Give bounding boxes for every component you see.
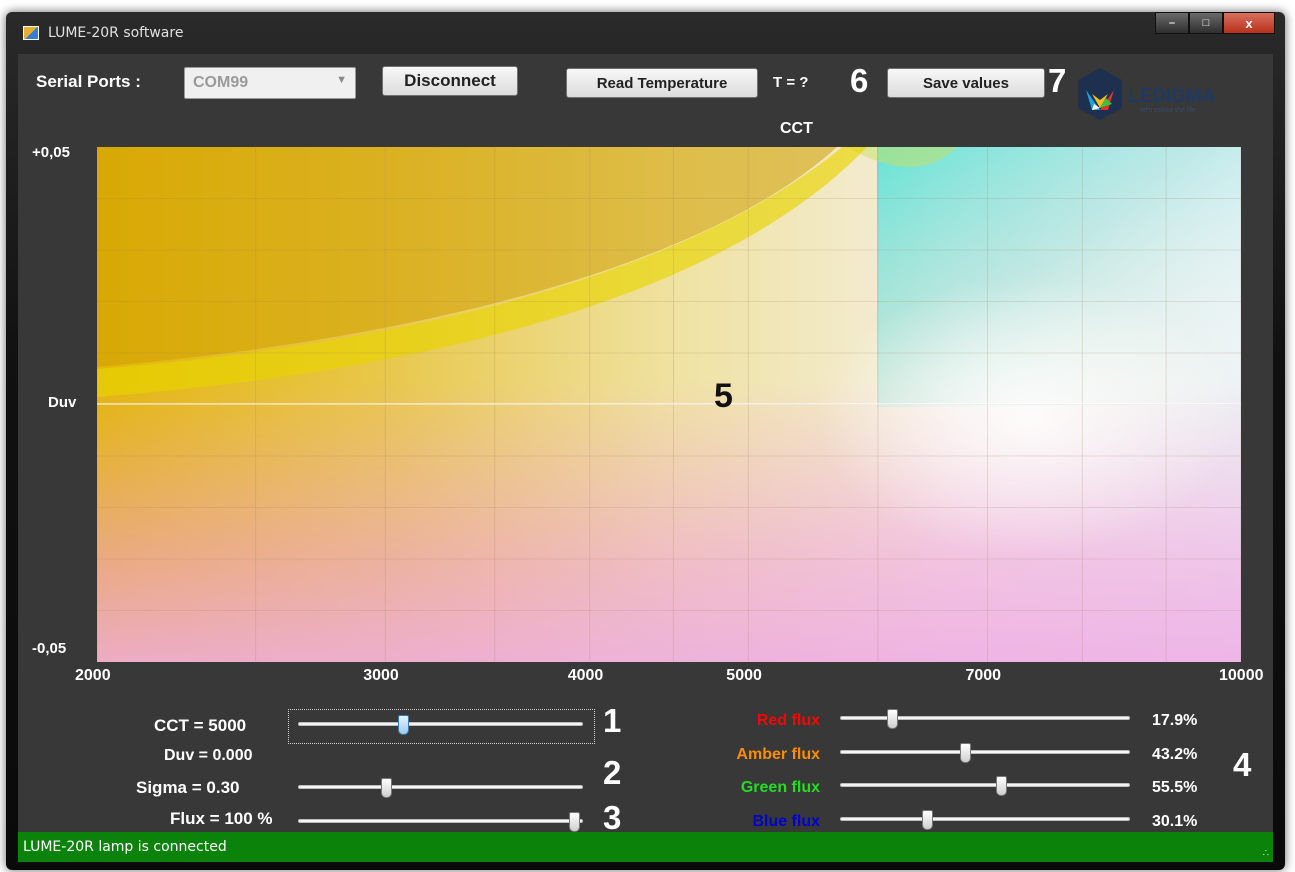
x-tick-label: 3000 [363, 667, 399, 684]
sigma-slider-thumb[interactable] [381, 778, 393, 798]
marker-4: 4 [1233, 746, 1252, 783]
disconnect-button[interactable]: Disconnect [382, 66, 518, 96]
channel-slider-track[interactable] [840, 817, 1130, 821]
status-text: LUME-20R lamp is connected [23, 839, 227, 855]
cct-slider-track[interactable] [298, 722, 583, 726]
channel-label-2: Green flux [740, 779, 820, 796]
logo-mark-icon: LEDIGMA let's colour the life [1078, 68, 1216, 120]
chevron-down-icon: ▼ [336, 74, 347, 86]
flux-slider-track[interactable] [298, 819, 583, 823]
minimize-icon: ⎯ [1169, 16, 1175, 29]
cct-slider[interactable] [298, 715, 583, 735]
channel-label-1: Amber flux [736, 746, 820, 763]
channel-label-0: Red flux [756, 712, 820, 729]
channel-slider-thumb[interactable] [960, 743, 972, 763]
temperature-readout: T = ? [773, 74, 809, 91]
maximize-button[interactable]: □ [1189, 12, 1223, 34]
main-panel: Serial Ports : COM99 ▼ Disconnect Read T… [18, 54, 1273, 862]
channel-value-0: 17.9% [1152, 712, 1198, 729]
maximize-icon: □ [1202, 17, 1210, 29]
focus-rectangle [288, 709, 595, 744]
channel-slider-thumb[interactable] [922, 810, 934, 830]
x-tick-label: 10000 [1219, 667, 1264, 684]
flux-slider-thumb[interactable] [569, 812, 581, 832]
channel-slider-thumb[interactable] [995, 776, 1007, 796]
duv-label: Duv = 0.000 [164, 747, 253, 764]
sigma-label: Sigma = 0.30 [136, 778, 240, 797]
serial-port-combo[interactable]: COM99 ▼ [184, 67, 356, 99]
svg-text:let's colour the life: let's colour the life [1140, 107, 1196, 114]
channel-slider-track[interactable] [840, 750, 1130, 754]
marker-3: 3 [603, 799, 622, 836]
serial-ports-label: Serial Ports : [36, 72, 141, 91]
channel-slider-3[interactable] [840, 810, 1130, 830]
close-button[interactable]: x [1223, 12, 1275, 34]
minimize-button[interactable]: ⎯ [1155, 12, 1189, 34]
channel-value-2: 55.5% [1152, 779, 1198, 796]
x-tick-label: 2000 [75, 667, 111, 684]
app-icon [23, 26, 39, 40]
sigma-slider[interactable] [298, 778, 583, 798]
x-tick-label: 5000 [726, 667, 762, 684]
channel-value-1: 43.2% [1152, 746, 1198, 763]
channel-slider-0[interactable] [840, 709, 1130, 729]
marker-6: 6 [850, 62, 869, 99]
channel-value-3: 30.1% [1152, 813, 1198, 830]
channel-slider-1[interactable] [840, 743, 1130, 763]
resize-grip-icon[interactable]: ∴ [1262, 848, 1269, 859]
y-axis-label: Duv [48, 394, 77, 411]
flux-slider[interactable] [298, 812, 583, 832]
marker-1: 1 [603, 702, 622, 739]
marker-5: 5 [714, 377, 733, 415]
title-bar[interactable]: LUME-20R software ⎯ □ x [6, 12, 1285, 54]
channel-slider-2[interactable] [840, 776, 1130, 796]
cct-slider-thumb[interactable] [398, 715, 410, 735]
serial-port-value: COM99 [193, 74, 249, 91]
svg-text:LEDIGMA: LEDIGMA [1128, 86, 1216, 107]
x-tick-label: 7000 [965, 667, 1002, 684]
status-bar: LUME-20R lamp is connected ∴ [18, 832, 1273, 862]
channel-label-3: Blue flux [752, 813, 820, 830]
cct-label: CCT = 5000 [154, 716, 247, 735]
y-tick-bottom: -0,05 [32, 640, 67, 657]
marker-7: 7 [1048, 62, 1067, 99]
app-window: LUME-20R software ⎯ □ x Serial Ports : C… [6, 12, 1285, 870]
marker-2: 2 [603, 754, 622, 791]
save-values-button[interactable]: Save values [887, 68, 1045, 98]
y-tick-top: +0,05 [32, 144, 70, 161]
plot-canvas[interactable] [97, 147, 1241, 662]
read-temperature-button[interactable]: Read Temperature [566, 68, 758, 98]
ledigma-logo: LEDIGMA let's colour the life [1070, 64, 1250, 128]
channel-slider-track[interactable] [840, 783, 1130, 787]
channel-slider-thumb[interactable] [886, 709, 898, 729]
cct-duv-plot[interactable]: 5 [97, 147, 1241, 662]
channel-slider-track[interactable] [840, 716, 1130, 720]
x-tick-label: 4000 [567, 667, 604, 684]
caption-buttons: ⎯ □ x [1155, 12, 1275, 34]
flux-label: Flux = 100 % [170, 809, 273, 828]
x-axis-label: CCT [780, 120, 813, 137]
close-icon: x [1245, 15, 1253, 31]
sigma-slider-track[interactable] [298, 785, 583, 789]
window-title: LUME-20R software [48, 25, 184, 41]
